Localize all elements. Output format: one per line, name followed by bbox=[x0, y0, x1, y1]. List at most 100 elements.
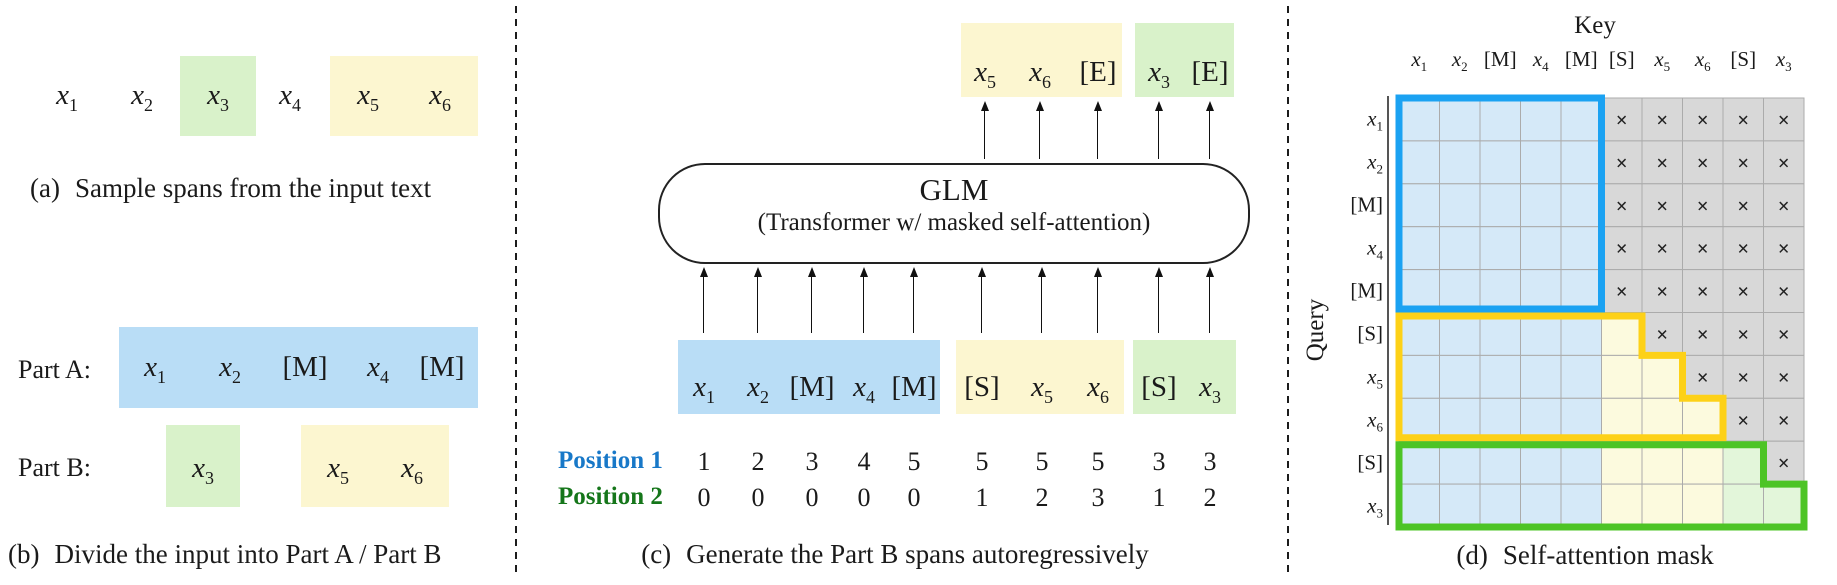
masked-cross-mark: × bbox=[1616, 237, 1628, 261]
caption-a: (a) Sample spans from the input text bbox=[30, 173, 431, 204]
masked-cross-mark: × bbox=[1697, 108, 1709, 132]
mask-cell-r0c3 bbox=[1520, 97, 1562, 142]
mask-cell-r6c2 bbox=[1479, 354, 1521, 399]
up-arrow bbox=[909, 267, 919, 333]
mask-cell-r2c9 bbox=[1763, 183, 1805, 228]
panel-divider-right bbox=[1287, 6, 1289, 578]
mask-cell-r3c5 bbox=[1601, 226, 1643, 271]
mask-cell-r2c8 bbox=[1722, 183, 1764, 228]
mask-cell-r1c3 bbox=[1520, 140, 1562, 185]
token-M: [M] bbox=[419, 351, 465, 383]
highlight-block-yellow bbox=[301, 425, 449, 507]
mask-col-header-M: [M] bbox=[1483, 47, 1517, 71]
caption-a-label: (a) bbox=[30, 173, 60, 203]
part-b-label: Part B: bbox=[18, 453, 91, 482]
key-axis-label: Key bbox=[1574, 12, 1616, 39]
mask-cell-r9c4 bbox=[1560, 483, 1602, 528]
mask-cell-r3c7 bbox=[1682, 226, 1724, 271]
up-arrow bbox=[807, 267, 817, 333]
token-S: [S] bbox=[964, 371, 1000, 403]
highlight-block-green bbox=[1133, 340, 1236, 414]
mask-cell-r8c1 bbox=[1439, 440, 1481, 485]
mask-cell-r7c9 bbox=[1763, 397, 1805, 442]
token-x6: x6 bbox=[1029, 56, 1051, 92]
mask-grid-svg: × × × × × × × × × × × × × × × × × × × × × × × × × × × × × × × × × × × bbox=[1395, 94, 1808, 531]
position-value: 0 bbox=[697, 483, 711, 512]
mask-cell-r6c0 bbox=[1398, 354, 1440, 399]
mask-row-header-x2: x2 bbox=[1367, 149, 1383, 177]
position-value: 1 bbox=[975, 483, 989, 512]
masked-cross-mark: × bbox=[1778, 151, 1790, 175]
mask-cell-r3c2 bbox=[1479, 226, 1521, 271]
mask-cell-r6c9 bbox=[1763, 354, 1805, 399]
token-x3: x3 bbox=[1199, 371, 1221, 407]
mask-row-header-x5: x5 bbox=[1367, 364, 1383, 392]
caption-b: (b) Divide the input into Part A / Part B bbox=[8, 539, 441, 570]
masked-cross-mark: × bbox=[1656, 322, 1668, 346]
panel-divider-left bbox=[515, 6, 517, 578]
masked-cross-mark: × bbox=[1616, 151, 1628, 175]
position-value: 3 bbox=[805, 447, 819, 476]
masked-cross-mark: × bbox=[1778, 280, 1790, 304]
mask-cell-r8c4 bbox=[1560, 440, 1602, 485]
mask-cell-r1c9 bbox=[1763, 140, 1805, 185]
masked-cross-mark: × bbox=[1737, 151, 1749, 175]
masked-cross-mark: × bbox=[1778, 365, 1790, 389]
mask-row-header-x4: x4 bbox=[1367, 235, 1383, 263]
token-E: [E] bbox=[1079, 56, 1117, 88]
position-value: 1 bbox=[1152, 483, 1166, 512]
token-x2: x2 bbox=[219, 351, 241, 387]
mask-cell-r5c2 bbox=[1479, 312, 1521, 356]
mask-cell-r3c9 bbox=[1763, 226, 1805, 271]
highlight-block-blue bbox=[119, 327, 478, 408]
caption-b-label: (b) bbox=[8, 539, 40, 569]
caption-a-text: Sample spans from the input text bbox=[74, 173, 432, 203]
position-value: 4 bbox=[857, 447, 871, 476]
token-M: [M] bbox=[891, 371, 937, 403]
caption-d-text: Self-attention mask bbox=[1502, 540, 1714, 570]
mask-cell-r8c9 bbox=[1763, 440, 1805, 485]
mask-cell-r3c1 bbox=[1439, 226, 1481, 271]
mask-col-header-x5: x5 bbox=[1654, 47, 1671, 75]
mask-cell-r2c1 bbox=[1439, 183, 1481, 228]
caption-b-text: Divide the input into Part A / Part B bbox=[54, 539, 442, 569]
mask-cell-r5c6 bbox=[1641, 312, 1683, 356]
token-E: [E] bbox=[1191, 56, 1229, 88]
mask-cell-r6c1 bbox=[1439, 354, 1481, 399]
mask-col-header-x6: x6 bbox=[1694, 47, 1711, 75]
up-arrow bbox=[980, 101, 990, 159]
highlight-block-green bbox=[166, 425, 240, 507]
mask-cell-r3c3 bbox=[1520, 226, 1562, 271]
mask-cell-r1c1 bbox=[1439, 140, 1481, 185]
token-x4: x4 bbox=[853, 371, 875, 407]
masked-cross-mark: × bbox=[1616, 280, 1628, 304]
token-x1: x1 bbox=[56, 79, 78, 115]
mask-cell-r9c6 bbox=[1641, 483, 1683, 528]
position-value: 3 bbox=[1152, 447, 1166, 476]
mask-cell-r7c3 bbox=[1520, 397, 1562, 442]
highlight-block-yellow bbox=[330, 56, 478, 136]
token-x3: x3 bbox=[1148, 56, 1170, 92]
position-value: 5 bbox=[907, 447, 921, 476]
position-value: 5 bbox=[975, 447, 989, 476]
mask-cell-r6c7 bbox=[1682, 354, 1724, 399]
mask-cell-r2c3 bbox=[1520, 183, 1562, 228]
position-value: 5 bbox=[1035, 447, 1049, 476]
mask-row-header-M: [M] bbox=[1350, 278, 1383, 303]
highlight-block-green bbox=[1135, 23, 1234, 97]
masked-cross-mark: × bbox=[1697, 194, 1709, 218]
mask-cell-r3c6 bbox=[1641, 226, 1683, 271]
span2-attention-outline bbox=[1395, 441, 1808, 531]
token-x5: x5 bbox=[357, 79, 379, 115]
up-arrow bbox=[1205, 267, 1215, 333]
mask-cell-r8c6 bbox=[1641, 440, 1683, 485]
up-arrow bbox=[1154, 267, 1164, 333]
mask-cell-r9c5 bbox=[1601, 483, 1643, 528]
masked-cross-mark: × bbox=[1737, 365, 1749, 389]
mask-col-header-x1: x1 bbox=[1411, 47, 1428, 75]
caption-d: (d) Self-attention mask bbox=[1456, 540, 1713, 571]
mask-cell-r9c8 bbox=[1722, 483, 1764, 528]
caption-d-label: (d) bbox=[1456, 540, 1488, 570]
mask-cell-r1c5 bbox=[1601, 140, 1643, 185]
token-x5: x5 bbox=[974, 56, 996, 92]
